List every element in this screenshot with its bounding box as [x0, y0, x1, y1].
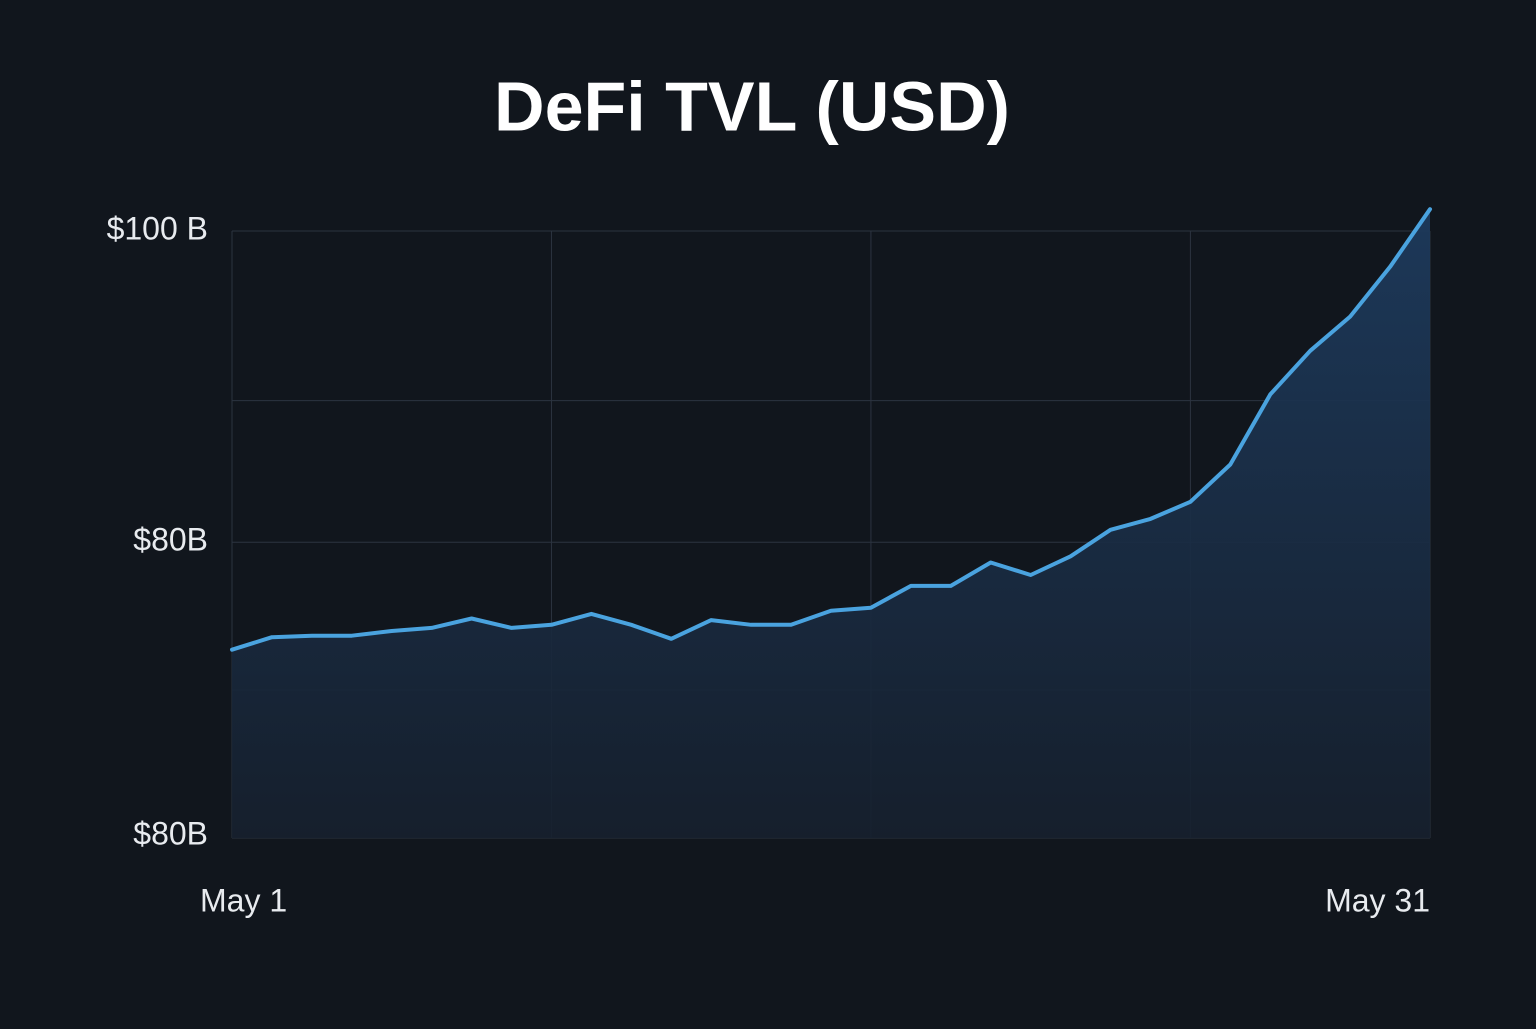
- y-axis-bottom-label: $80B: [133, 815, 208, 851]
- x-tick-label: May 1: [200, 882, 287, 918]
- line: [230, 207, 1432, 652]
- y-tick-label: $80B: [133, 522, 208, 558]
- area: [232, 209, 1430, 838]
- chart-title: DeFi TVL (USD): [494, 67, 1010, 145]
- x-tick-label: May 31: [1325, 882, 1430, 918]
- y-tick-label: $100 B: [107, 210, 208, 246]
